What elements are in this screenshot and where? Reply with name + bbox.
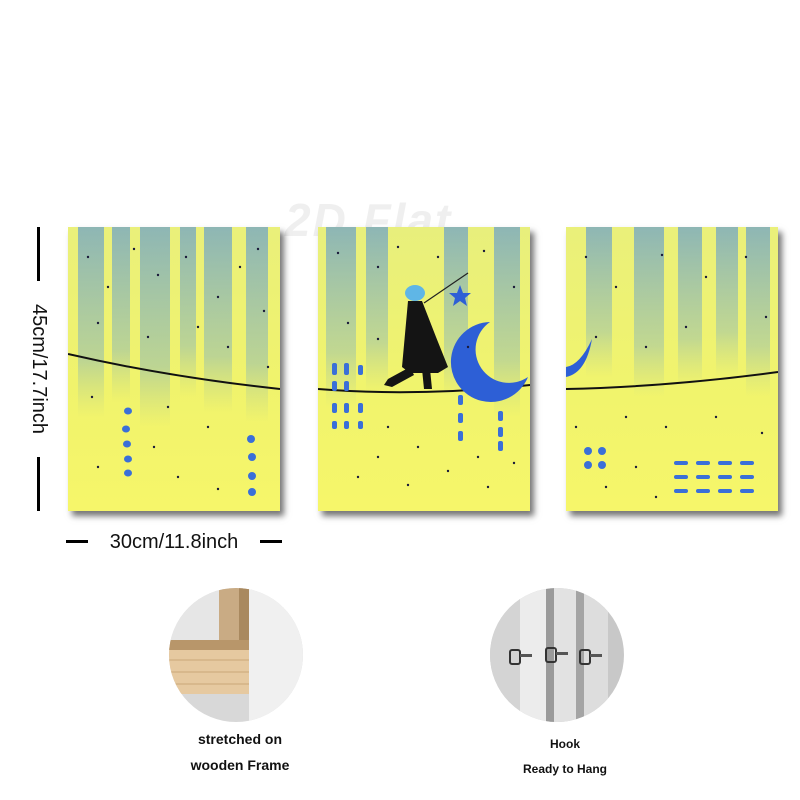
height-marker-bottom-line: [37, 457, 40, 511]
canvas-panel-right: [566, 227, 778, 511]
hook-photo: [490, 588, 624, 722]
canvas-panel-center: [318, 227, 530, 511]
wooden-frame-photo: [169, 588, 303, 722]
hook-caption-line2: Ready to Hang: [522, 762, 607, 776]
hook-caption-line1: Hook: [550, 737, 580, 751]
canvas-panel-left: [68, 227, 280, 511]
width-marker-left-line: [66, 540, 88, 543]
height-dimension-marker: 45cm/17.7inch: [22, 227, 56, 511]
width-dimension-marker: 30cm/11.8inch: [66, 530, 282, 554]
frame-caption-line2: wooden Frame: [190, 757, 290, 773]
width-marker-right-line: [260, 540, 282, 543]
frame-caption-line1: stretched on: [197, 731, 282, 747]
width-label: 30cm/11.8inch: [109, 531, 239, 553]
height-marker-top-line: [37, 227, 40, 281]
